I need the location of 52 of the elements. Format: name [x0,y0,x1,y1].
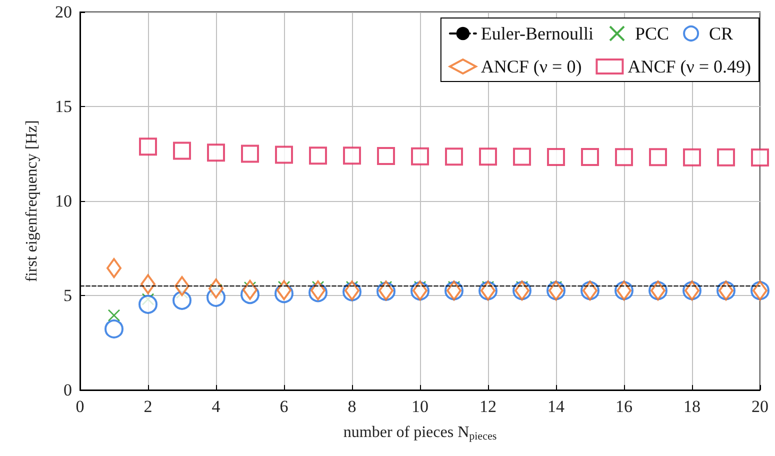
point [173,142,191,160]
point [241,144,259,163]
point [104,319,124,338]
legend-label: Euler-Bernoulli [480,24,594,44]
point [377,147,395,166]
legend-label: ANCF (ν = 0) [480,56,582,76]
point [174,276,190,296]
x-tick-label: 14 [548,397,565,416]
point [139,138,157,156]
x-tick-label: 4 [212,397,221,416]
point [138,294,158,314]
point [310,280,326,300]
point [547,148,565,166]
point [649,148,667,166]
x-tick-label: 2 [144,397,152,416]
point [615,148,633,166]
point [751,148,769,167]
point [581,148,599,166]
point [479,148,497,166]
x-tick-label: 20 [752,397,768,416]
legend-label: ANCF (ν = 0.49) [628,56,752,76]
y-tick-label: 10 [55,192,72,210]
x-tick-label: 18 [684,397,700,416]
point [106,258,122,278]
point [108,309,120,322]
point [717,148,735,166]
point [683,148,701,166]
point [276,280,292,300]
x-tick-label: 12 [480,397,496,416]
y-tick-label: 15 [55,97,72,116]
x-tick-label: 0 [76,397,84,416]
legend-label: PCC [635,24,670,44]
point [172,290,192,310]
point [208,278,224,299]
y-tick-label: 5 [64,286,72,305]
point [343,146,361,165]
y-tick-label: 0 [64,380,72,400]
point [140,274,156,294]
x-tick-label: 16 [616,397,632,416]
point [242,280,258,300]
point [411,147,429,166]
point [275,146,293,164]
point [445,148,463,166]
point [207,144,225,162]
point [309,146,327,165]
x-tick-label: 10 [412,397,428,416]
y-axis-title: first eigenfrequency [Hz] [24,120,40,282]
legend-label: CR [709,24,734,44]
y-tick-label: 20 [55,2,72,22]
x-tick-label: 6 [280,397,288,416]
x-tick-label: 8 [348,397,356,416]
point [513,148,531,166]
